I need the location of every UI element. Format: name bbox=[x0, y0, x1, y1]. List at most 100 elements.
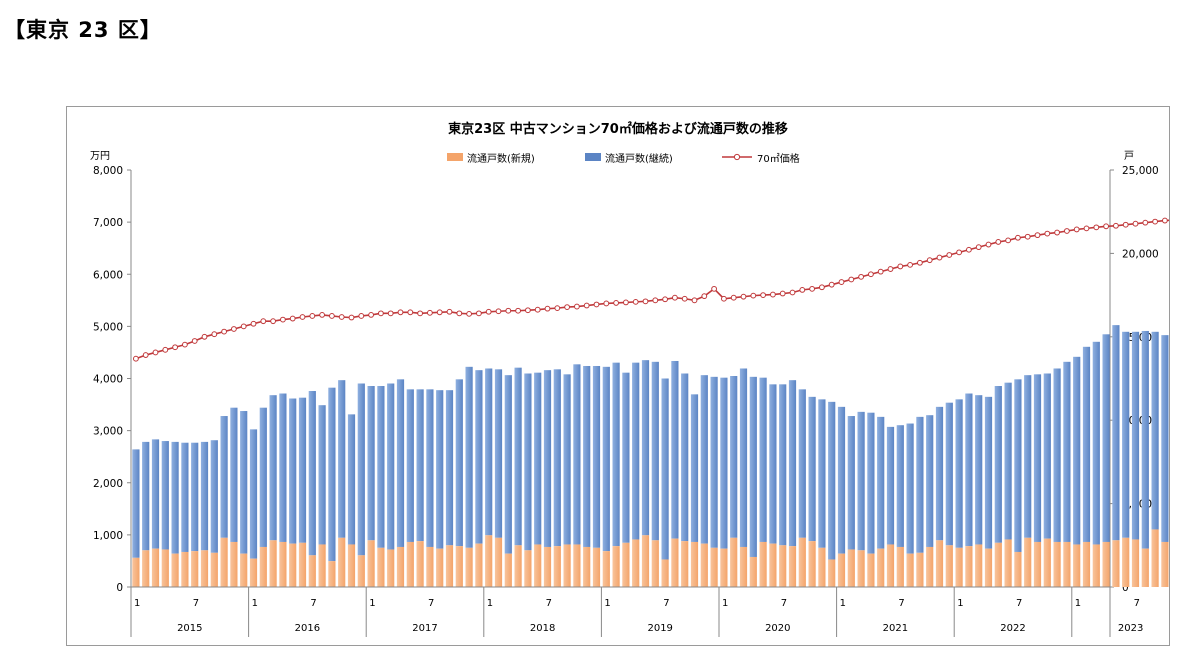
bar-continuing bbox=[298, 397, 307, 543]
price-point bbox=[887, 266, 894, 272]
bar-new bbox=[798, 537, 806, 587]
bar-continuing bbox=[308, 391, 316, 556]
bar-new bbox=[289, 543, 297, 587]
bar-continuing bbox=[769, 384, 777, 544]
bar-continuing bbox=[357, 383, 365, 556]
month-tick-label: 1 bbox=[369, 598, 375, 609]
price-point bbox=[534, 306, 541, 313]
price-point bbox=[525, 307, 531, 314]
bar-new bbox=[965, 546, 973, 587]
price-point bbox=[368, 312, 375, 318]
bar-new bbox=[1141, 548, 1149, 587]
bar-new bbox=[867, 553, 875, 587]
month-tick-label: 7 bbox=[193, 598, 199, 609]
price-point bbox=[152, 349, 159, 356]
combo-chart: 東京23区 中古マンション70㎡価格および流通戸数の推移 流通戸数(新規) 流通… bbox=[90, 121, 1180, 637]
price-point bbox=[966, 246, 972, 253]
price-point bbox=[260, 318, 267, 325]
month-tick-label: 1 bbox=[1075, 598, 1081, 609]
bar-new bbox=[641, 535, 650, 587]
bar-continuing bbox=[681, 373, 689, 542]
price-line-series bbox=[133, 217, 1180, 362]
month-tick-label: 1 bbox=[604, 598, 610, 609]
price-point bbox=[1152, 218, 1158, 225]
bar-continuing bbox=[847, 416, 855, 550]
bar-new bbox=[494, 537, 503, 587]
bar-continuing bbox=[896, 425, 904, 547]
price-point bbox=[309, 313, 316, 319]
month-tick-label: 7 bbox=[428, 598, 434, 609]
bar-continuing bbox=[347, 414, 356, 545]
bar-continuing bbox=[906, 423, 914, 554]
bar-new bbox=[210, 552, 218, 587]
bar-continuing bbox=[543, 370, 552, 547]
price-point bbox=[1015, 234, 1021, 241]
price-point bbox=[936, 254, 943, 261]
bar-continuing bbox=[661, 378, 669, 560]
price-point bbox=[1034, 232, 1041, 239]
bar-continuing bbox=[396, 379, 405, 547]
price-point bbox=[289, 315, 296, 322]
price-point bbox=[603, 300, 610, 307]
bar-new bbox=[416, 541, 424, 587]
bar-new bbox=[955, 547, 963, 587]
bar-new bbox=[240, 553, 248, 587]
bar-new bbox=[377, 547, 385, 587]
bar-new bbox=[700, 543, 708, 587]
month-tick-label: 1 bbox=[722, 598, 728, 609]
left-tick-label: 3,000 bbox=[93, 426, 123, 438]
price-point bbox=[907, 261, 913, 268]
price-point bbox=[133, 355, 139, 362]
bar-continuing bbox=[749, 376, 757, 557]
bar-new bbox=[926, 546, 934, 587]
price-point bbox=[1044, 230, 1051, 237]
legend-swatch-new bbox=[447, 153, 463, 161]
bar-new bbox=[1151, 529, 1159, 587]
price-point bbox=[760, 292, 766, 299]
bar-new bbox=[1131, 539, 1140, 587]
bar-continuing bbox=[377, 386, 385, 548]
bar-continuing bbox=[759, 377, 767, 542]
price-point bbox=[819, 284, 825, 291]
bar-new bbox=[622, 542, 630, 587]
bar-new bbox=[269, 540, 277, 587]
left-axis-unit: 万円 bbox=[90, 151, 110, 162]
bar-new bbox=[367, 540, 375, 587]
price-point bbox=[681, 295, 688, 302]
price-point bbox=[544, 305, 551, 312]
bar-new bbox=[259, 546, 267, 587]
bar-continuing bbox=[553, 369, 561, 547]
price-point bbox=[338, 314, 345, 320]
price-point bbox=[1073, 226, 1080, 233]
price-point bbox=[583, 302, 590, 309]
price-point bbox=[789, 289, 796, 296]
price-point bbox=[917, 259, 923, 266]
bar-new bbox=[1161, 541, 1169, 587]
price-point bbox=[779, 290, 786, 297]
bar-new bbox=[171, 553, 179, 587]
price-point bbox=[701, 293, 708, 300]
bar-continuing bbox=[641, 360, 650, 536]
bar-continuing bbox=[181, 442, 189, 552]
bar-continuing bbox=[779, 384, 787, 546]
bar-continuing bbox=[475, 370, 483, 544]
bar-new bbox=[661, 559, 669, 587]
bar-continuing bbox=[328, 387, 336, 562]
bar-new bbox=[720, 548, 728, 587]
price-point bbox=[397, 309, 404, 316]
bar-continuing bbox=[230, 407, 238, 542]
price-point bbox=[407, 309, 414, 316]
bar-continuing bbox=[612, 362, 620, 547]
price-point bbox=[593, 301, 600, 308]
month-tick-label: 1 bbox=[957, 598, 963, 609]
legend-label-price: 70㎡価格 bbox=[757, 152, 800, 165]
price-point bbox=[456, 310, 463, 317]
bar-new bbox=[298, 542, 307, 587]
bar-new bbox=[1092, 544, 1100, 587]
bar-continuing bbox=[818, 399, 826, 548]
price-point bbox=[142, 352, 149, 358]
bar-new bbox=[396, 546, 405, 587]
price-point bbox=[995, 239, 1002, 245]
price-point bbox=[1113, 222, 1119, 229]
bar-new bbox=[906, 553, 914, 587]
